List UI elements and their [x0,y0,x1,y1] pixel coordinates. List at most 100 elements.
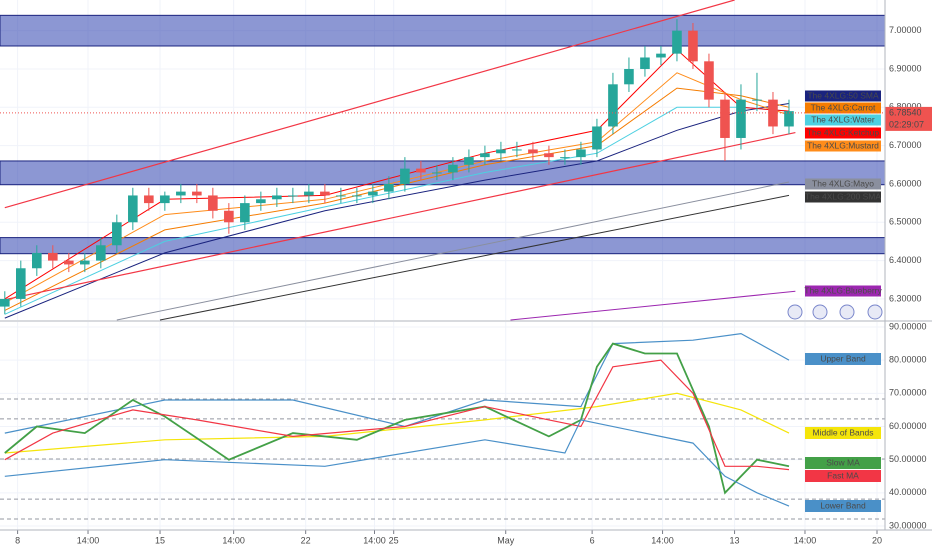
moving-average [4,72,790,304]
y-tick-label: 6.50000 [889,217,922,227]
value-label-box [805,102,881,114]
value-label: The 4XLG:200 SMA [805,191,881,201]
moving-average [116,181,790,321]
candle-body [480,153,490,158]
x-tick-label: 14:00 [363,535,386,545]
candle-body [336,195,346,197]
last-price-box [885,106,932,131]
value-label-box [805,457,881,469]
value-label: Middle of Bands [813,427,874,437]
moving-average [4,103,790,319]
indicator-line [4,392,790,454]
y-tick-label: 70.00000 [889,388,927,398]
event-icon[interactable] [812,304,828,320]
x-tick-label: 8 [15,535,20,545]
candle-body [640,57,650,69]
candle-body [512,149,522,151]
candle-body [256,199,266,204]
candle-body [112,222,122,246]
value-label: The 4XLG:50 SMA [807,90,879,100]
candle-body [160,195,170,204]
value-label-box [805,500,881,512]
last-price-label: 6.78540 [889,107,922,117]
value-label-box [805,178,881,190]
event-icons [787,304,883,320]
candle-body [432,172,442,174]
x-tick-label: 13 [730,535,740,545]
value-label-box [805,353,881,365]
candle-body [144,195,154,204]
candle-body [528,149,538,154]
candle-body [544,153,554,158]
event-icon[interactable] [839,304,855,320]
value-label-box [805,427,881,439]
candle-body [416,168,426,173]
candle-body [128,195,138,223]
event-icon[interactable] [867,304,883,320]
y-tick-label: 7.00000 [889,25,922,35]
moving-average [4,106,790,315]
value-label: Fast MA [827,470,859,480]
value-label-box [805,114,881,126]
candle-body [208,195,218,211]
trendline [4,0,735,209]
value-label-box [805,191,881,203]
y-tick-label: 6.40000 [889,255,922,265]
candle-body [656,53,666,58]
moving-average [510,290,796,321]
countdown: 02:29:07 [889,119,924,129]
zone [0,14,886,47]
candle-body [704,61,714,100]
value-label-box [805,285,881,297]
candle-body [368,191,378,196]
candle-body [560,157,570,159]
candle-body [64,260,74,265]
candle-body [288,195,298,197]
y-tick-label: 6.80000 [889,102,922,112]
value-label: The 4XLG:Blueberry [804,285,882,295]
x-tick-label: 14:00 [794,535,817,545]
value-label-box [805,470,881,482]
value-label-box [805,90,881,102]
candle-body [752,99,762,101]
candle-body [736,99,746,138]
candle-body [672,30,682,54]
event-icon[interactable] [787,304,803,320]
value-label: The 4XLG:Water [811,114,875,124]
y-tick-label: 30.00000 [889,520,927,530]
candle-body [80,260,90,265]
value-label-box [805,127,881,139]
value-label: The 4XLG:Carrot [811,102,876,112]
moving-average [4,87,790,311]
value-label: Slow MA [826,457,860,467]
candle-body [48,252,58,261]
x-tick-label: May [497,535,515,545]
value-label: The 4XLG:Mustard [807,140,879,150]
y-tick-label: 90.00000 [889,321,927,331]
y-tick-label: 6.30000 [889,293,922,303]
candle-body [32,252,42,269]
candle-body [224,210,234,223]
candle-body [304,191,314,196]
x-tick-label: 25 [389,535,399,545]
candle-body [624,68,634,85]
x-tick-label: 6 [590,535,595,545]
y-tick-label: 6.70000 [889,140,922,150]
x-tick-label: 14:00 [222,535,245,545]
y-tick-label: 50.00000 [889,454,927,464]
candle-body [768,99,778,127]
candle-body [400,168,410,184]
indicator-line [4,359,790,471]
x-tick-label: 20 [872,535,882,545]
x-tick-label: 15 [155,535,165,545]
indicator-line [4,332,790,434]
value-label: The 4XLG:Mayo [812,178,874,188]
value-label: Upper Band [820,353,866,363]
candle-body [608,84,618,127]
indicator-line [4,342,790,495]
value-label: Lower Band [820,500,866,510]
x-tick-label: 14:00 [651,535,674,545]
y-tick-label: 60.00000 [889,421,927,431]
